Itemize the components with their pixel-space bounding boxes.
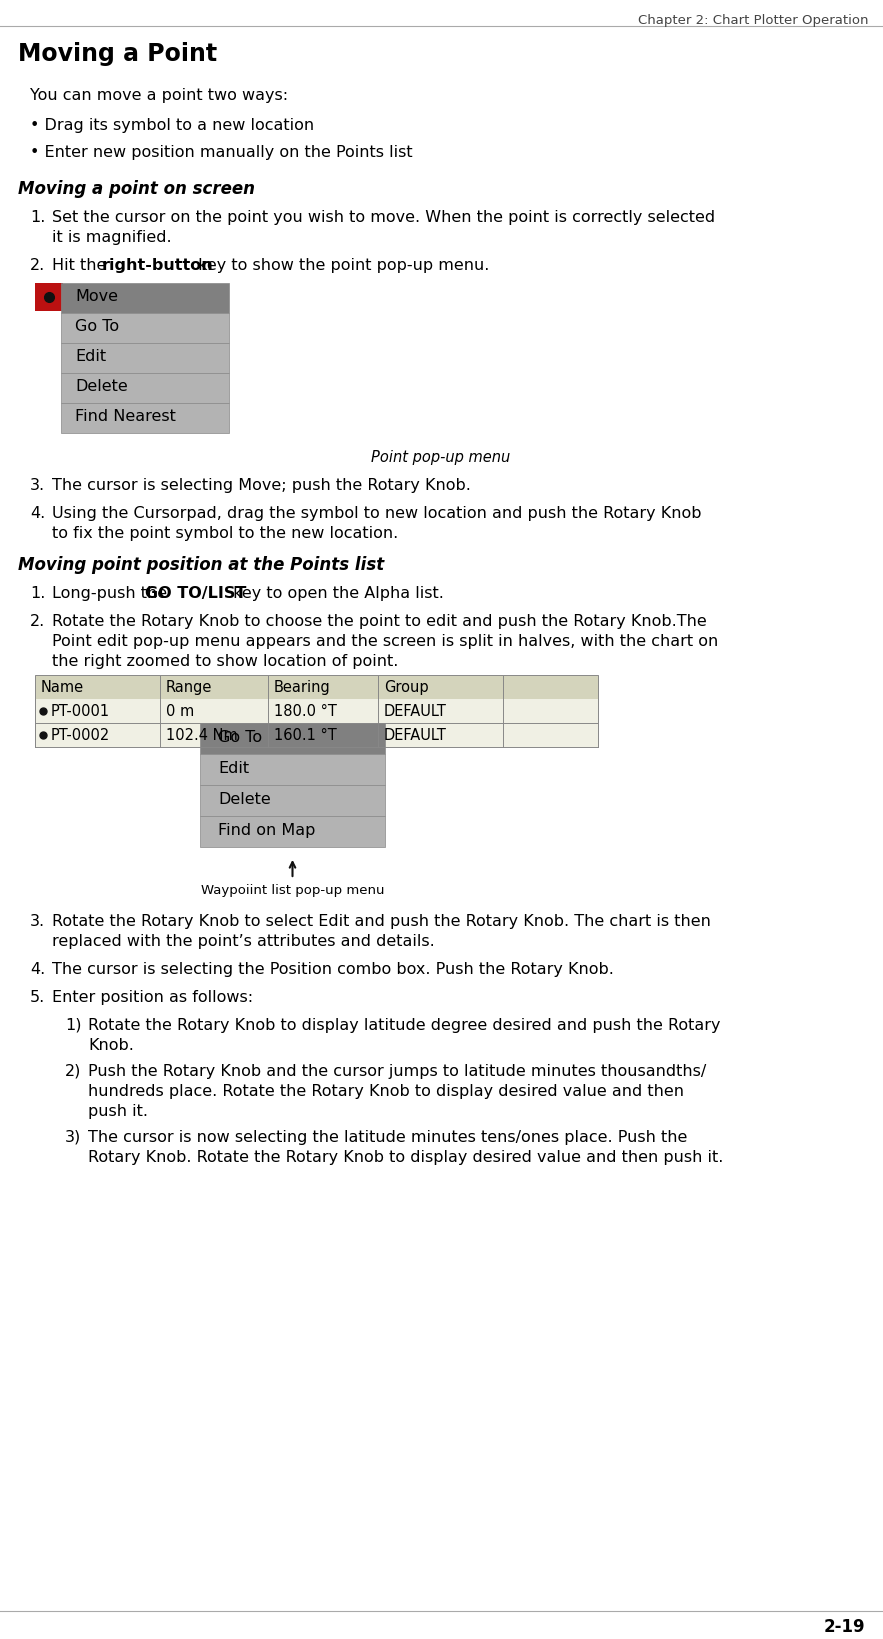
Bar (35, 700, 160, 723)
Text: Delete: Delete (218, 792, 271, 806)
Text: DEFAULT: DEFAULT (384, 728, 447, 742)
Bar (378, 700, 503, 723)
Text: Go To: Go To (75, 320, 119, 334)
Bar (200, 723, 385, 754)
Text: the right zoomed to show location of point.: the right zoomed to show location of poi… (52, 654, 398, 669)
Text: 2.: 2. (30, 257, 45, 272)
Text: Edit: Edit (75, 349, 106, 364)
Text: Push the Rotary Knob and the cursor jumps to latitude minutes thousandths/: Push the Rotary Knob and the cursor jump… (88, 1064, 706, 1078)
Text: Knob.: Knob. (88, 1037, 134, 1052)
Text: right-button: right-button (102, 257, 214, 272)
Text: Rotate the Rotary Knob to select Edit and push the Rotary Knob. The chart is the: Rotate the Rotary Knob to select Edit an… (52, 913, 711, 928)
Bar (61, 313, 229, 344)
Bar (200, 754, 385, 785)
Bar (61, 344, 229, 374)
Text: Range: Range (166, 680, 213, 695)
Text: Go To: Go To (218, 729, 262, 744)
Bar (61, 374, 229, 403)
Text: Enter position as follows:: Enter position as follows: (52, 990, 253, 1005)
Bar (503, 675, 598, 700)
Text: 102.4 Nm: 102.4 Nm (166, 728, 238, 742)
Text: replaced with the point’s attributes and details.: replaced with the point’s attributes and… (52, 934, 434, 949)
Bar (268, 700, 378, 723)
Bar (268, 723, 378, 747)
Text: Group: Group (384, 680, 428, 695)
Text: Long-push the: Long-push the (52, 585, 172, 600)
Text: • Enter new position manually on the Points list: • Enter new position manually on the Poi… (30, 144, 412, 161)
Bar (503, 700, 598, 723)
Text: 1.: 1. (30, 210, 45, 225)
Text: Moving point position at the Points list: Moving point position at the Points list (18, 556, 384, 574)
Text: 3): 3) (65, 1129, 81, 1144)
Text: to fix the point symbol to the new location.: to fix the point symbol to the new locat… (52, 526, 398, 541)
Bar (200, 785, 385, 816)
Text: 2-19: 2-19 (823, 1618, 865, 1636)
Text: The cursor is selecting Move; push the Rotary Knob.: The cursor is selecting Move; push the R… (52, 477, 471, 493)
Bar (160, 723, 268, 747)
Bar (503, 723, 598, 747)
Text: Find on Map: Find on Map (218, 823, 315, 838)
Text: Set the cursor on the point you wish to move. When the point is correctly select: Set the cursor on the point you wish to … (52, 210, 715, 225)
Text: Move: Move (75, 288, 118, 303)
Text: Chapter 2: Chart Plotter Operation: Chapter 2: Chart Plotter Operation (638, 15, 868, 26)
Bar (35, 284, 63, 311)
Text: • Drag its symbol to a new location: • Drag its symbol to a new location (30, 118, 314, 133)
Text: Waypoiint list pop-up menu: Waypoiint list pop-up menu (200, 883, 384, 897)
Bar (160, 675, 268, 700)
Bar (35, 723, 160, 747)
Text: key to show the point pop-up menu.: key to show the point pop-up menu. (193, 257, 489, 272)
Text: key to open the Alpha list.: key to open the Alpha list. (228, 585, 444, 600)
Text: 3.: 3. (30, 913, 45, 928)
Text: 2): 2) (65, 1064, 81, 1078)
Text: hundreds place. Rotate the Rotary Knob to display desired value and then: hundreds place. Rotate the Rotary Knob t… (88, 1083, 684, 1098)
Text: Hit the: Hit the (52, 257, 111, 272)
Text: The cursor is now selecting the latitude minutes tens/ones place. Push the: The cursor is now selecting the latitude… (88, 1129, 687, 1144)
Bar (35, 675, 160, 700)
Text: Point pop-up menu: Point pop-up menu (372, 449, 510, 465)
Bar (160, 700, 268, 723)
Text: 4.: 4. (30, 506, 45, 521)
Text: 0 m: 0 m (166, 703, 194, 718)
Text: Name: Name (41, 680, 84, 695)
Text: 3.: 3. (30, 477, 45, 493)
Text: Rotate the Rotary Knob to choose the point to edit and push the Rotary Knob.The: Rotate the Rotary Knob to choose the poi… (52, 613, 706, 629)
Text: 5.: 5. (30, 990, 45, 1005)
Text: PT-0002: PT-0002 (51, 728, 110, 742)
Text: GO TO/LIST: GO TO/LIST (145, 585, 246, 600)
Text: Rotary Knob. Rotate the Rotary Knob to display desired value and then push it.: Rotary Knob. Rotate the Rotary Knob to d… (88, 1149, 723, 1164)
Text: Moving a Point: Moving a Point (18, 43, 217, 66)
Text: Delete: Delete (75, 379, 128, 393)
Text: Point edit pop-up menu appears and the screen is split in halves, with the chart: Point edit pop-up menu appears and the s… (52, 634, 718, 649)
Text: The cursor is selecting the Position combo box. Push the Rotary Knob.: The cursor is selecting the Position com… (52, 962, 614, 977)
Bar (378, 675, 503, 700)
Text: it is magnified.: it is magnified. (52, 229, 171, 244)
Bar (268, 675, 378, 700)
Bar (61, 284, 229, 313)
Text: PT-0001: PT-0001 (51, 703, 110, 718)
Text: Rotate the Rotary Knob to display latitude degree desired and push the Rotary: Rotate the Rotary Knob to display latitu… (88, 1018, 721, 1033)
Text: Find Nearest: Find Nearest (75, 408, 176, 425)
Text: 1): 1) (65, 1018, 81, 1033)
Text: 2.: 2. (30, 613, 45, 629)
Bar (61, 403, 229, 434)
Text: Using the Cursorpad, drag the symbol to new location and push the Rotary Knob: Using the Cursorpad, drag the symbol to … (52, 506, 701, 521)
Text: You can move a point two ways:: You can move a point two ways: (30, 89, 288, 103)
Bar (378, 723, 503, 747)
Text: 4.: 4. (30, 962, 45, 977)
Text: DEFAULT: DEFAULT (384, 703, 447, 718)
Text: push it.: push it. (88, 1103, 148, 1118)
Text: Bearing: Bearing (274, 680, 331, 695)
Text: 160.1 °T: 160.1 °T (274, 728, 336, 742)
Bar (200, 816, 385, 847)
Text: Edit: Edit (218, 760, 249, 775)
Text: 1.: 1. (30, 585, 45, 600)
Text: 180.0 °T: 180.0 °T (274, 703, 337, 718)
Text: Moving a point on screen: Moving a point on screen (18, 180, 255, 198)
